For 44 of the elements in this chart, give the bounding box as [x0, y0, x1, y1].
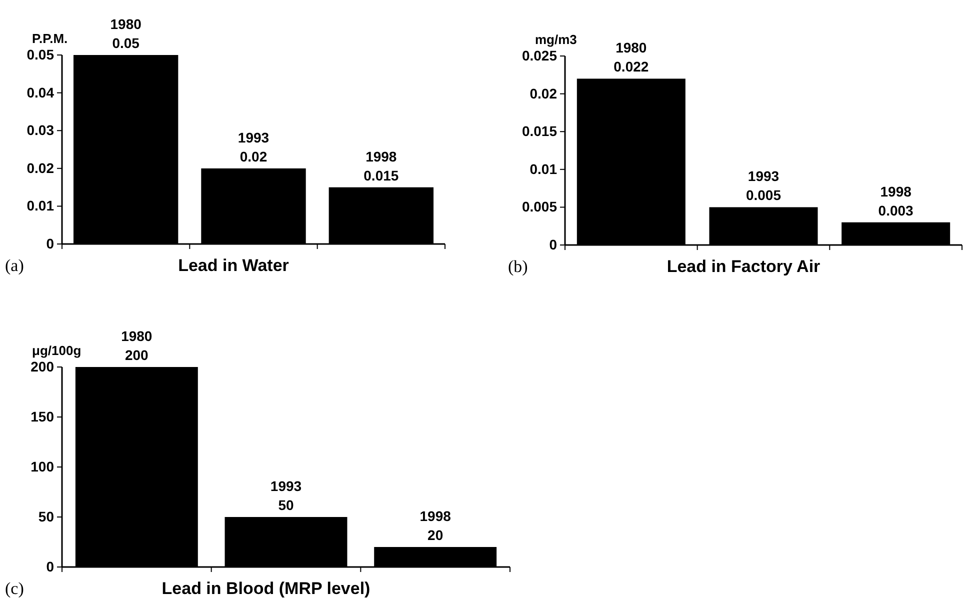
x-tick-label: 1980 — [616, 40, 647, 56]
text: Lead in Water — [178, 256, 290, 275]
y-tick-label: 0 — [549, 236, 558, 252]
y-tick-label: 0.01 — [530, 160, 558, 177]
y-tick-label: 0.02 — [26, 160, 54, 176]
x-tick-label: 1998 — [420, 508, 452, 524]
y-tick-label: 150 — [30, 408, 54, 424]
x-tick-label: 1993 — [270, 478, 302, 494]
text: (b) — [508, 257, 528, 276]
data-label: 50 — [278, 497, 294, 513]
data-label: 0.015 — [364, 167, 399, 184]
x-tick-label: 1993 — [238, 129, 270, 146]
text: (a) — [5, 256, 24, 275]
y-tick-label: 0 — [46, 558, 54, 574]
text: Lead in Factory Air — [666, 257, 821, 276]
data-label: 0.005 — [746, 187, 782, 204]
data-label: 0.022 — [614, 58, 649, 75]
data-label: 200 — [124, 347, 149, 363]
x-tick-label: 1993 — [748, 168, 780, 184]
y-tick-label: 0.03 — [26, 122, 54, 138]
y-axis-title: μg/100g — [32, 343, 82, 358]
x-tick-label: 1980 — [110, 16, 142, 32]
data-label: 0.05 — [112, 35, 140, 51]
y-tick-label: 0.01 — [26, 198, 54, 214]
data-label: 0.02 — [240, 148, 268, 164]
text: Lead in Blood (MRP level) — [162, 579, 370, 598]
data-label: 0.003 — [878, 202, 914, 218]
y-tick-label: 0.04 — [26, 84, 54, 100]
y-tick-label: 0.05 — [26, 46, 54, 62]
y-axis-title: mg/m3 — [535, 32, 577, 47]
x-tick-label: 1998 — [366, 148, 397, 164]
data-label: 20 — [428, 527, 444, 543]
x-tick-label: 1980 — [121, 328, 152, 344]
y-tick-label: 0.025 — [522, 47, 558, 64]
y-tick-label: 0.015 — [522, 123, 558, 140]
y-tick-label: 100 — [30, 458, 54, 474]
text: (c) — [5, 579, 24, 598]
y-axis-title: P.P.M. — [32, 31, 68, 46]
y-tick-label: 0.005 — [522, 198, 558, 215]
x-tick-label: 1998 — [880, 183, 912, 200]
y-tick-label: 0.02 — [530, 85, 558, 102]
y-tick-label: 0 — [46, 235, 54, 252]
y-tick-label: 50 — [38, 508, 54, 524]
y-tick-label: 200 — [30, 358, 54, 374]
